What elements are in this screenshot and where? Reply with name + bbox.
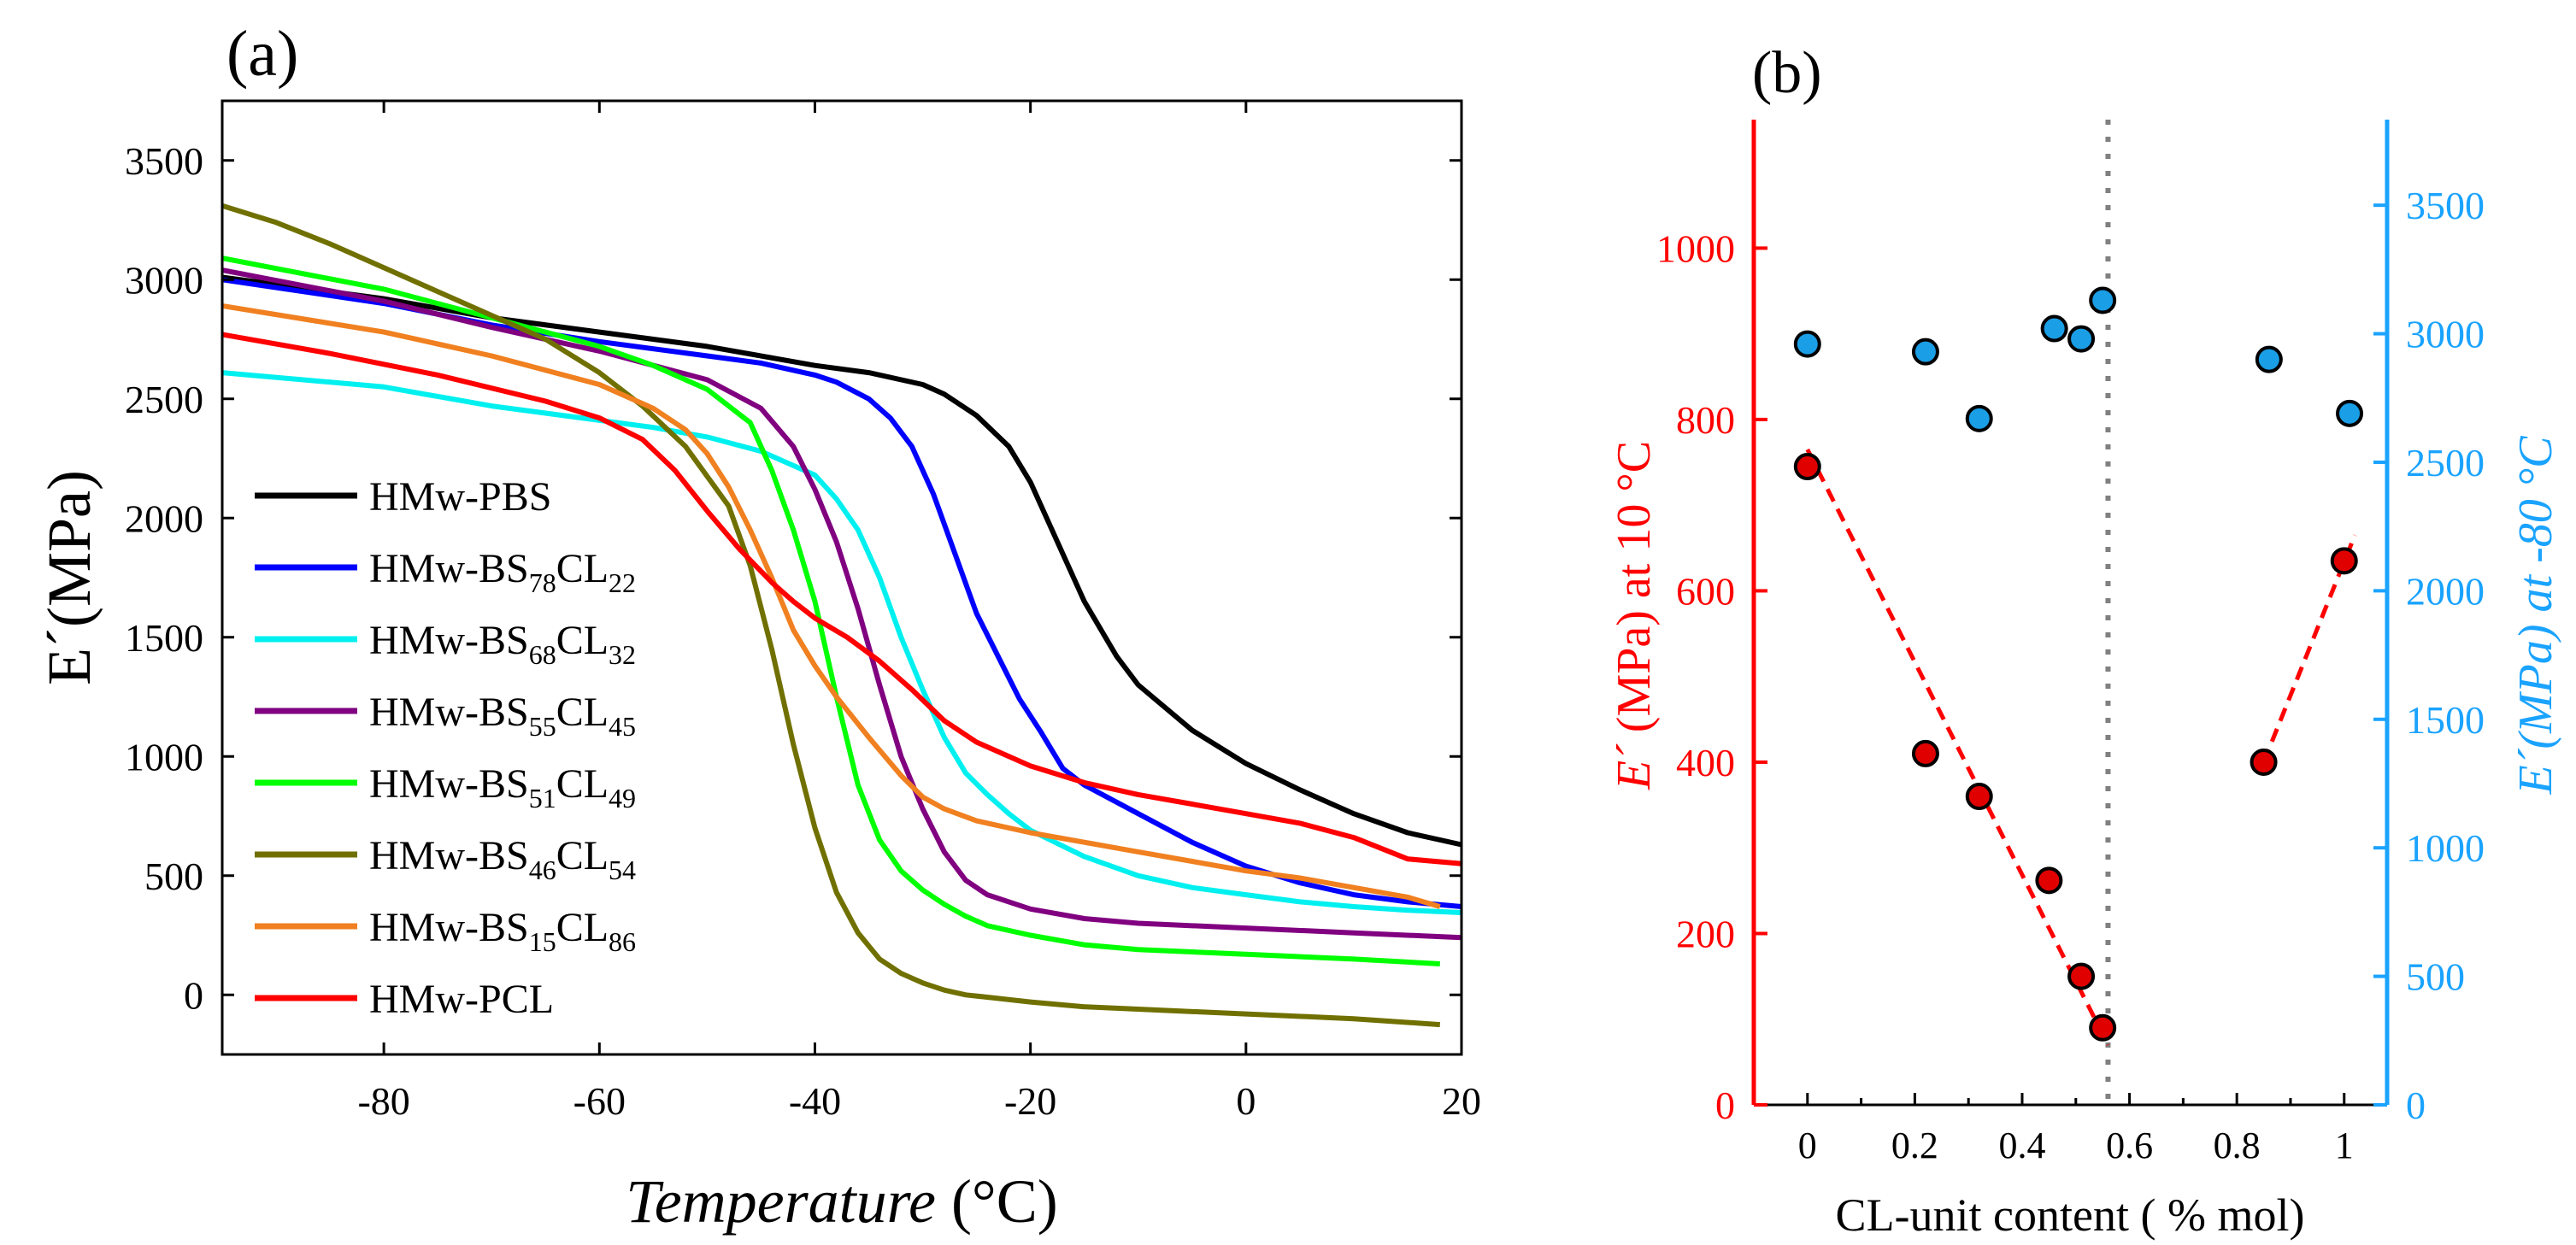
x-tick-label: 20 xyxy=(1442,1079,1481,1123)
panel-b-x-axis: 0 0.2 0.4 0.6 0.8 1 xyxy=(1798,1093,2354,1166)
left-y-tick-label: 200 xyxy=(1676,912,1735,955)
x-tick-label: 0 xyxy=(1236,1079,1256,1123)
panel-a-y-axis: 0 500 1000 1500 2000 2500 3000 3500 xyxy=(125,139,1461,1017)
legend-entry: HMw-BS46CL54 xyxy=(369,833,636,885)
panel-b-right-axis-title: E´(MPa) at -80 °C xyxy=(2509,436,2562,796)
blue-data-point xyxy=(1965,404,1993,432)
panel-b-left-y-axis: 0 200 400 600 800 1000 xyxy=(1656,226,1767,1127)
red-data-point xyxy=(1911,739,1939,767)
legend-entry: HMw-BS51CL49 xyxy=(369,761,636,813)
x-tick-label: -80 xyxy=(357,1079,409,1123)
right-y-tick-label: 1000 xyxy=(2406,826,2485,870)
blue-data-point xyxy=(2067,325,2096,353)
legend-entry: HMw-PCL xyxy=(369,977,554,1022)
panel-a-x-axis: -80 -60 -40 -20 0 20 xyxy=(357,101,1481,1123)
panel-b-right-y-axis: 0 500 1000 1500 2000 2500 3000 3500 xyxy=(2373,184,2485,1127)
right-y-tick-label: 1500 xyxy=(2406,698,2485,742)
panel-b-scatter-chart: (b) 0 0.2 0.4 0.6 0.8 1 0 200 400 600 800 1000 0 50… xyxy=(1608,40,2562,1241)
panel-b-left-axis-title: E´ (MPa) at 10 °C xyxy=(1608,441,1661,790)
series-line-hmw-bs78cl22 xyxy=(221,277,1462,909)
panel-b-trend-lines xyxy=(1805,448,2357,1046)
panel-a-label: (a) xyxy=(226,18,298,90)
panel-b-x-axis-title: CL-unit content ( % mol) xyxy=(1836,1189,2305,1241)
left-y-tick-label: 800 xyxy=(1676,398,1735,442)
legend-entry: HMw-BS15CL86 xyxy=(369,905,636,957)
panel-a-x-axis-title: Temperature (°C) xyxy=(626,1167,1057,1236)
right-y-tick-label: 3000 xyxy=(2406,313,2485,356)
y-tick-label: 500 xyxy=(144,854,203,898)
trend-line xyxy=(1805,448,2110,1046)
red-data-point xyxy=(1793,453,1821,481)
blue-data-point xyxy=(2040,314,2068,343)
y-tick-label: 3500 xyxy=(125,139,203,183)
x-tick-label: -20 xyxy=(1004,1079,1056,1123)
right-y-tick-label: 2500 xyxy=(2406,441,2485,484)
x-tick-label: -40 xyxy=(789,1079,841,1123)
x-tick-label: 0.8 xyxy=(2214,1125,2261,1166)
red-data-point xyxy=(2250,748,2278,776)
series-line-hmw-bs51cl49 xyxy=(221,255,1440,966)
right-y-tick-label: 0 xyxy=(2406,1084,2426,1127)
x-tick-label: 0.2 xyxy=(1891,1125,1938,1166)
series-line-hmw-pbs xyxy=(221,274,1462,848)
x-tick-label: 0.6 xyxy=(2106,1125,2153,1166)
blue-data-point xyxy=(2336,399,2364,427)
legend-entry: HMw-BS68CL32 xyxy=(369,618,636,670)
panel-a-line-chart: (a) -80 -60 -40 -20 0 20 0 500 1000 1500 2000 2500… xyxy=(35,18,1481,1236)
right-y-tick-label: 3500 xyxy=(2406,184,2485,227)
left-y-tick-label: 600 xyxy=(1676,569,1735,613)
blue-data-point xyxy=(2255,345,2283,373)
series-line-hmw-bs15cl86 xyxy=(221,302,1441,909)
x-tick-label: 1 xyxy=(2335,1125,2354,1166)
panel-a-series-group xyxy=(221,203,1462,1028)
y-tick-label: 2000 xyxy=(125,496,203,540)
legend-entry: HMw-BS78CL22 xyxy=(369,546,636,598)
x-tick-label: 0.4 xyxy=(1998,1125,2045,1166)
red-data-point xyxy=(2330,547,2358,575)
y-tick-label: 1000 xyxy=(125,735,203,778)
blue-data-point xyxy=(2089,286,2117,314)
blue-data-point xyxy=(1793,330,1821,358)
panel-b-label: (b) xyxy=(1752,40,1822,106)
legend-entry: HMw-PBS xyxy=(369,474,551,520)
x-tick-label: 0 xyxy=(1798,1125,1817,1166)
y-tick-label: 3000 xyxy=(125,258,203,302)
series-line-hmw-pcl xyxy=(221,332,1462,866)
panel-a-plot-frame xyxy=(221,99,1463,1056)
panel-a-legend: HMw-PBS HMw-BS78CL22 HMw-BS68CL32 HMw-BS55C… xyxy=(255,474,636,1022)
y-tick-label: 0 xyxy=(184,973,203,1017)
left-y-tick-label: 0 xyxy=(1715,1084,1735,1127)
red-data-point xyxy=(2089,1013,2117,1042)
red-data-point xyxy=(1965,783,1993,811)
left-y-tick-label: 400 xyxy=(1676,741,1735,784)
x-tick-label: -60 xyxy=(573,1079,626,1123)
right-y-tick-label: 500 xyxy=(2406,955,2465,999)
blue-data-point xyxy=(1911,338,1939,366)
panel-a-y-axis-title: E´(MPa) xyxy=(35,470,103,685)
y-tick-label: 1500 xyxy=(125,616,203,660)
legend-entry: HMw-BS55CL45 xyxy=(369,690,636,742)
series-line-hmw-bs46cl54 xyxy=(221,203,1441,1028)
red-data-point xyxy=(2035,866,2063,895)
left-y-tick-label: 1000 xyxy=(1656,226,1735,270)
y-tick-label: 2500 xyxy=(125,378,203,421)
panel-b-points xyxy=(1793,286,2364,1042)
red-data-point xyxy=(2067,962,2096,990)
right-y-tick-label: 2000 xyxy=(2406,569,2485,613)
